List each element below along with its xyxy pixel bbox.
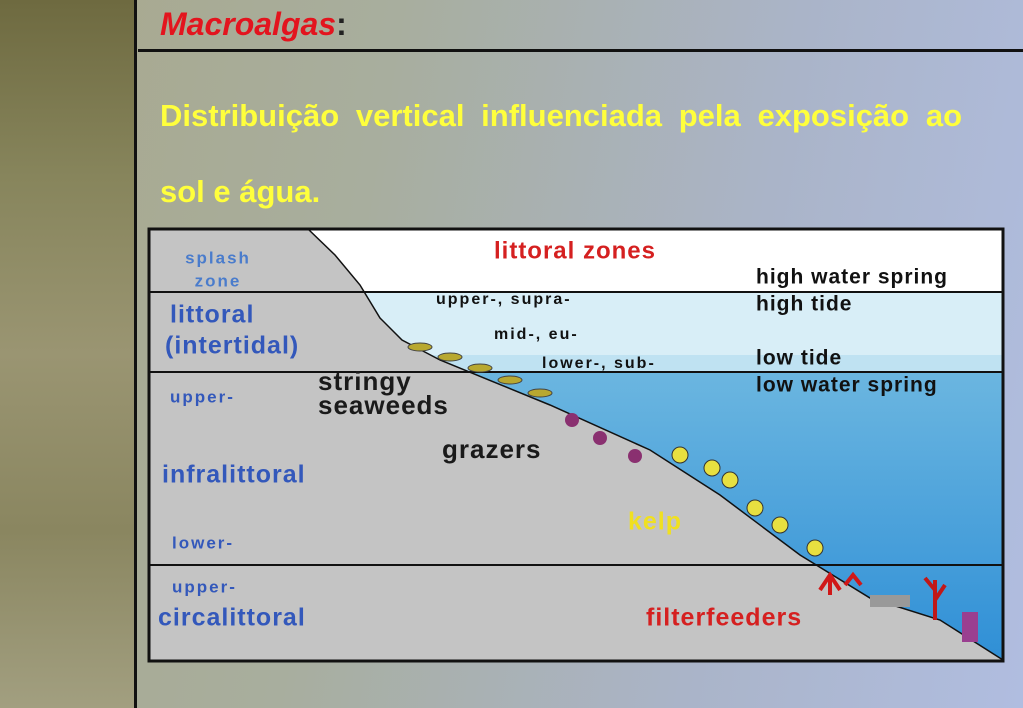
subzone-label: mid-, eu- <box>494 326 579 343</box>
zone-label: (intertidal) <box>165 332 299 360</box>
illustration-shape <box>703 459 721 477</box>
micrograph-strip <box>0 0 137 708</box>
grazers-icons <box>565 413 642 463</box>
zone-label: circalittoral <box>158 604 306 632</box>
illustration-shape <box>806 539 824 557</box>
title-text: Macroalgas <box>160 6 337 42</box>
title-rule <box>138 49 1023 52</box>
title-colon: : <box>336 6 347 42</box>
illustration-shape <box>671 446 689 464</box>
illustration-shape <box>527 388 553 398</box>
illustration-shape <box>818 571 863 595</box>
illustration-shape <box>771 516 789 534</box>
tide-label: low water spring <box>756 374 938 397</box>
zone-label: lower- <box>172 533 234 552</box>
tide-label: high tide <box>756 293 853 316</box>
organism-label: grazers <box>442 434 542 464</box>
organism-label: kelp <box>628 508 682 536</box>
seabed <box>149 229 1003 660</box>
organism-label: seaweeds <box>318 390 449 420</box>
illustration-shape <box>923 576 947 620</box>
illustration-shape <box>746 499 764 517</box>
zone-label: upper- <box>170 387 235 406</box>
illustration-shape <box>628 449 642 463</box>
zone-label: upper- <box>172 577 237 596</box>
diagram-title: littoral zones <box>494 237 656 264</box>
kelp-icons <box>671 446 824 557</box>
illustration-shape <box>565 413 579 427</box>
tide-label: high water spring <box>756 266 948 289</box>
subzone-label: lower-, sub- <box>542 355 656 372</box>
zone-label: zone <box>195 271 242 290</box>
seaweeds <box>407 342 553 398</box>
illustration-shape <box>870 595 910 607</box>
illustration-shape <box>593 431 607 445</box>
illustration-shape <box>962 612 978 642</box>
filterfeeder-icons <box>818 571 978 642</box>
subzone-label: upper-, supra- <box>436 291 572 308</box>
slide-body: Distribuição vertical influenciada pela … <box>160 98 962 209</box>
illustration-shape <box>407 342 433 352</box>
organism-label: stringy <box>318 366 412 396</box>
zone-label: infralittoral <box>162 461 306 489</box>
tide-label: low tide <box>756 347 842 370</box>
illustration-shape <box>437 352 463 362</box>
illustration-shape <box>497 375 523 385</box>
illustration-shape <box>467 363 493 373</box>
diagram-frame <box>147 227 1005 663</box>
organism-label: filterfeeders <box>646 604 802 632</box>
zone-lines <box>149 291 1003 566</box>
zone-label: littoral <box>170 301 254 329</box>
illustration-shape <box>721 471 739 489</box>
slide-title: Macroalgas: <box>160 6 347 43</box>
zone-label: splash <box>185 248 251 267</box>
